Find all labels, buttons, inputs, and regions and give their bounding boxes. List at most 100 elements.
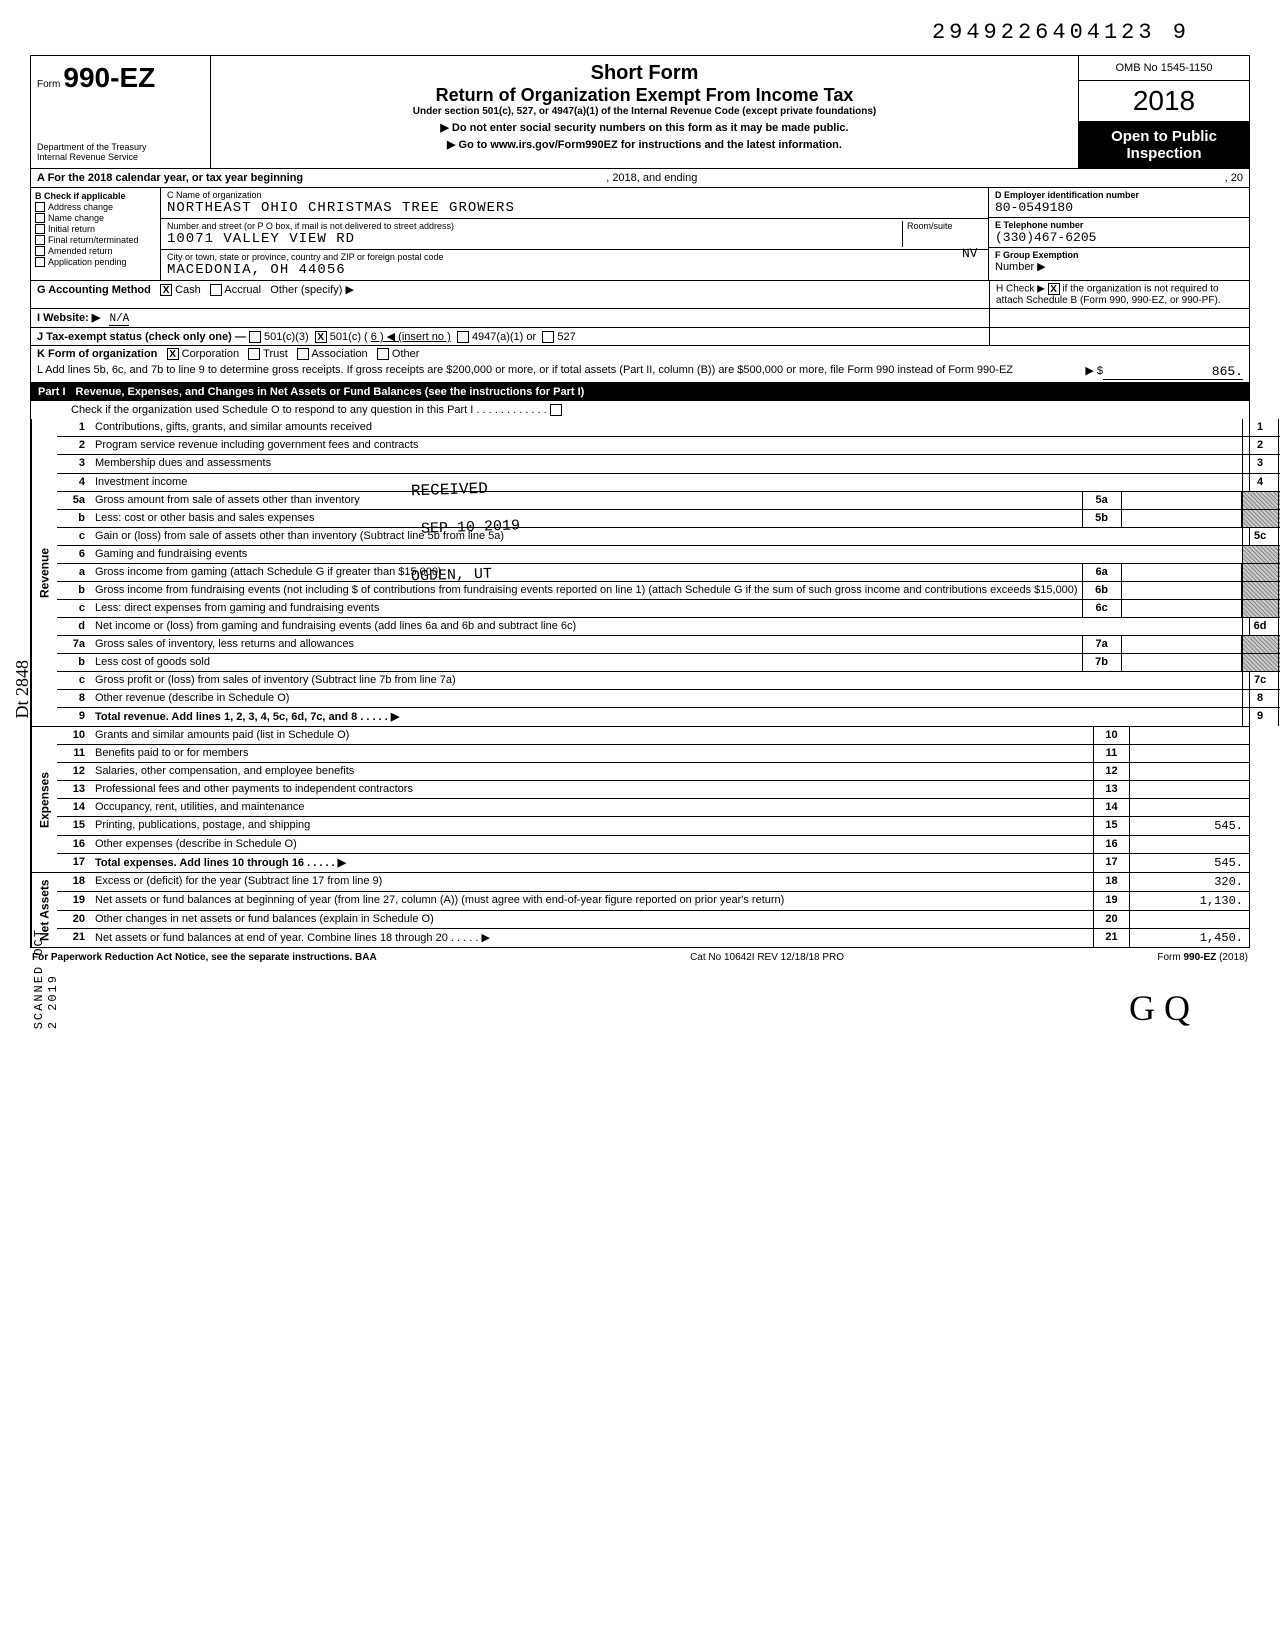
line-number: a	[57, 564, 91, 581]
form-line: aGross income from gaming (attach Schedu…	[57, 564, 1280, 582]
line-description: Gross profit or (loss) from sales of inv…	[91, 672, 1242, 689]
checkbox[interactable]	[35, 235, 45, 245]
j-label: J Tax-exempt status (check only one) —	[37, 331, 246, 343]
line-amount: 1,450.	[1129, 929, 1249, 947]
room-label: Room/suite	[907, 221, 982, 231]
form-line: 3Membership dues and assessments3865.	[57, 455, 1280, 474]
j-501c-checkbox[interactable]: X	[315, 331, 327, 343]
k-assoc-checkbox[interactable]	[297, 348, 309, 360]
k-corp-checkbox[interactable]: X	[167, 348, 179, 360]
group-exemption-label: F Group Exemption	[995, 250, 1243, 260]
checkbox[interactable]	[35, 257, 45, 267]
omb-number: OMB No 1545-1150	[1079, 56, 1249, 81]
line-number: 12	[57, 763, 91, 780]
open-public-badge: Open to Public Inspection	[1079, 122, 1249, 168]
g-label: G Accounting Method	[37, 284, 151, 296]
line-amount	[1129, 836, 1249, 853]
street-address: 10071 VALLEY VIEW RD	[167, 231, 902, 247]
col-de: D Employer identification number 80-0549…	[989, 188, 1249, 280]
line-number: 1	[57, 419, 91, 436]
form-line: cGain or (loss) from sale of assets othe…	[57, 528, 1280, 546]
form-line: bLess cost of goods sold7b	[57, 654, 1280, 672]
line-box: 21	[1093, 929, 1129, 947]
sub-line-box: 5a	[1082, 492, 1122, 509]
line-box: 4	[1242, 474, 1278, 491]
j-527-label: 527	[557, 331, 575, 343]
sub-line-amount	[1122, 636, 1242, 653]
col-b: B Check if applicable Address changeName…	[31, 188, 161, 280]
form-line: bGross income from fundraising events (n…	[57, 582, 1280, 600]
form-line: 1Contributions, gifts, grants, and simil…	[57, 419, 1280, 437]
form-prefix: Form	[37, 79, 60, 90]
line-number: 16	[57, 836, 91, 853]
sub-line-box: 7a	[1082, 636, 1122, 653]
cash-label: Cash	[175, 284, 201, 296]
line-box: 2	[1242, 437, 1278, 454]
line-box: 17	[1093, 854, 1129, 872]
line-box-shaded	[1242, 564, 1278, 581]
sub-line-amount	[1122, 600, 1242, 617]
addr-label: Number and street (or P O box, if mail i…	[167, 221, 902, 231]
line-number: 21	[57, 929, 91, 947]
accrual-checkbox[interactable]	[210, 284, 222, 296]
j-4947-checkbox[interactable]	[457, 331, 469, 343]
part1-checkline: Check if the organization used Schedule …	[30, 401, 1250, 419]
group-exemption-number-label: Number ▶	[995, 260, 1243, 273]
line-amount	[1129, 745, 1249, 762]
schedule-o-checkbox[interactable]	[550, 404, 562, 416]
checkbox-label: Amended return	[48, 246, 113, 256]
city-state-zip: MACEDONIA, OH 44056	[167, 262, 982, 278]
j-4947-label: 4947(a)(1) or	[472, 331, 536, 343]
line-amount: 320.	[1129, 873, 1249, 891]
checkbox[interactable]	[35, 213, 45, 223]
k-other-checkbox[interactable]	[377, 348, 389, 360]
k-other-label: Other	[392, 348, 420, 360]
instructions-link: ▶ Go to www.irs.gov/Form990EZ for instru…	[221, 138, 1068, 151]
j-527-checkbox[interactable]	[542, 331, 554, 343]
line-box-shaded	[1242, 510, 1278, 527]
form-line: 19Net assets or fund balances at beginni…	[57, 892, 1249, 911]
line-box: 3	[1242, 455, 1278, 473]
form-line: 6Gaming and fundraising events	[57, 546, 1280, 564]
line-box: 12	[1093, 763, 1129, 780]
form-line: 16Other expenses (describe in Schedule O…	[57, 836, 1249, 854]
line-amount	[1129, 799, 1249, 816]
checkbox[interactable]	[35, 246, 45, 256]
form-line: 14Occupancy, rent, utilities, and mainte…	[57, 799, 1249, 817]
col-b-header: B Check if applicable	[35, 191, 126, 201]
line-number: 8	[57, 690, 91, 707]
line-description: Other changes in net assets or fund bala…	[91, 911, 1093, 928]
line-box: 14	[1093, 799, 1129, 816]
line-number: b	[57, 510, 91, 527]
line-description: Net income or (loss) from gaming and fun…	[91, 618, 1242, 635]
line-number: 3	[57, 455, 91, 473]
phone-label: E Telephone number	[995, 220, 1243, 230]
short-form-title: Short Form	[221, 62, 1068, 85]
row-a-left: A For the 2018 calendar year, or tax yea…	[37, 172, 303, 184]
line-description: Investment income	[91, 474, 1242, 491]
document-locator-number: 2949226404123 9	[30, 20, 1250, 45]
checkbox-label: Final return/terminated	[48, 235, 139, 245]
line-number: b	[57, 582, 91, 599]
line-box: 5c	[1242, 528, 1278, 545]
form-line: 2Program service revenue including gover…	[57, 437, 1280, 455]
line-description: Printing, publications, postage, and shi…	[91, 817, 1093, 835]
k-trust-checkbox[interactable]	[248, 348, 260, 360]
line-description: Membership dues and assessments	[91, 455, 1242, 473]
part1-number: Part I	[38, 386, 76, 398]
line-number: 7a	[57, 636, 91, 653]
checkbox[interactable]	[35, 224, 45, 234]
sub-line-box: 6c	[1082, 600, 1122, 617]
line-box-shaded	[1242, 600, 1278, 617]
k-corp-label: Corporation	[182, 348, 239, 360]
footer-right: Form 990-EZ (2018)	[1157, 952, 1248, 963]
line-number: c	[57, 672, 91, 689]
cash-checkbox[interactable]: X	[160, 284, 172, 296]
line-number: 14	[57, 799, 91, 816]
line-description: Total revenue. Add lines 1, 2, 3, 4, 5c,…	[91, 708, 1242, 726]
line-number: 13	[57, 781, 91, 798]
h-checkbox[interactable]: X	[1048, 283, 1060, 295]
checkbox[interactable]	[35, 202, 45, 212]
j-501c3-checkbox[interactable]	[249, 331, 261, 343]
part1-header: Part I Revenue, Expenses, and Changes in…	[30, 383, 1250, 401]
